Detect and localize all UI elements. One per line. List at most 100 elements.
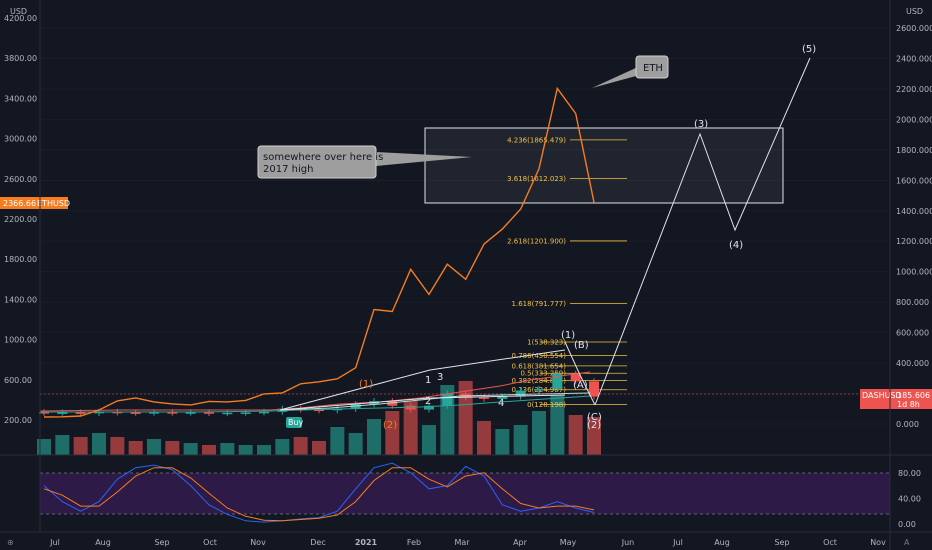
right-axis-tick: 1000.000 [896,268,932,277]
stoch-axis-tick: 80.00 [898,469,921,478]
grid-lines [40,27,890,425]
left-axis-tick: 1000.00 [4,336,37,345]
timezone-icon[interactable]: ⊕ [7,538,14,547]
volume-bar [275,439,290,455]
high-callout-pointer [376,152,472,166]
stoch-axis-tick: 40.00 [898,494,921,503]
buy-signal-label: Buy [288,418,304,427]
volume-bar [128,441,143,455]
candle-body [94,411,104,414]
dash-ma-teal [40,395,591,413]
volume-bar [257,445,271,455]
high-callout-line2: 2017 high [263,164,313,175]
buy-signal[interactable]: Buy [286,417,304,428]
minor-label-1: 1 [425,375,431,386]
minor-label-2: 2 [425,396,431,407]
eth-callout[interactable]: ETH [592,55,669,88]
candle-body [167,412,178,414]
volume-bar [495,429,510,455]
time-axis-label: Feb [407,538,421,547]
dash-symbol-label: DASHUSD [862,391,902,400]
left-axis-tick: 4200.00 [4,14,37,23]
volume-bar [55,435,70,455]
right-axis-tick: 1600.000 [896,176,932,185]
high-callout[interactable]: somewhere over here is 2017 high [257,145,472,179]
wave-label-2-minor-orange: (2) [383,420,397,431]
fib-level-label: 0.382(284.865) [512,377,567,385]
candle-body [350,404,361,409]
volume-bar [110,437,125,455]
volume-bar [513,425,528,455]
right-axis-tick: 2000.000 [896,115,932,124]
left-axis-tick: 2200.00 [4,215,37,224]
stoch-axis-ticks: 80.00 40.00 0.00 [898,469,921,529]
right-axis-tick: 400.000 [896,359,929,368]
target-zone-box[interactable] [424,127,784,204]
wave-label-1-minor-orange: (1) [359,379,373,390]
fib-level-label: 2.618(1201.900) [507,237,566,245]
left-axis-tick: 2600.00 [4,175,37,184]
stoch-d-line [43,467,595,522]
time-axis-label: Jun [621,538,635,547]
high-callout-line1: somewhere over here is [263,152,383,163]
volume-bar [385,411,400,455]
candle-body [552,373,563,389]
dash-countdown: 1d 8h [897,400,920,409]
volume-bar [532,411,546,455]
right-axis-tick: 2200.000 [896,85,932,94]
volume-bar [220,443,235,455]
wave-label-a: (A) [573,380,588,391]
left-axis-tick: 200.00 [4,416,32,425]
right-axis-tick: 2600.000 [896,24,932,33]
time-axis-label: Aug [95,538,111,547]
left-axis-unit: USD [10,7,27,16]
wave-label-5: (5) [802,44,816,55]
left-axis-tick: 3000.00 [4,135,37,144]
fib-level-label: 1.618(791.777) [512,300,567,308]
volume-bar [348,433,363,455]
trendline-upper [279,349,566,411]
left-axis-tick: 1800.00 [4,255,37,264]
dash-last-value: 185.606 [897,391,930,400]
volume-bar [568,415,583,455]
candle-body [57,412,68,414]
time-axis-label: Sep [774,538,789,547]
left-axis-tick: 1400.00 [4,295,37,304]
candle-body [479,397,489,399]
fib-level-label: 0.786(450.554) [512,352,567,360]
volume-bar [293,437,308,455]
left-axis-tick: 3800.00 [4,54,37,63]
time-axis-label: Aug [714,538,730,547]
buy-signal-box [286,417,302,428]
left-axis-tick: 600.00 [4,376,32,385]
high-callout-box [257,145,377,179]
candle-body [222,412,233,415]
fib-level-label: 4.236(1865.479) [507,136,566,144]
candle-body [75,412,86,414]
wave-label-c: (C) [587,412,602,423]
wave-label-b: (B) [574,340,589,351]
candle-body [570,373,581,382]
volume-bar [458,381,473,455]
wave-label-1-major: (1) [561,330,575,341]
right-axis-tick: 1400.000 [896,207,932,216]
fib-level-label: 0.5(333.259) [520,370,566,378]
fib-level-label: 3.618(1612.023) [507,175,566,183]
eth-price-line [43,86,595,418]
right-axis-tick: 1800.000 [896,146,932,155]
eth-symbol-label: ETHUSD [37,199,70,208]
wave-projection-path [594,57,811,406]
stoch-k-line [43,462,595,523]
time-axis-label: Apr [513,538,528,547]
time-axis-label: Oct [823,538,837,547]
fib-level-label: 0(128.198) [527,401,566,409]
auto-scale-button[interactable]: A [904,538,910,547]
volume-bar [587,417,601,455]
minor-label-3: 3 [437,372,443,383]
volume-bar [312,441,326,455]
volume-bar [147,439,161,455]
candle-body [259,411,269,414]
wave-label-4: (4) [729,240,743,251]
